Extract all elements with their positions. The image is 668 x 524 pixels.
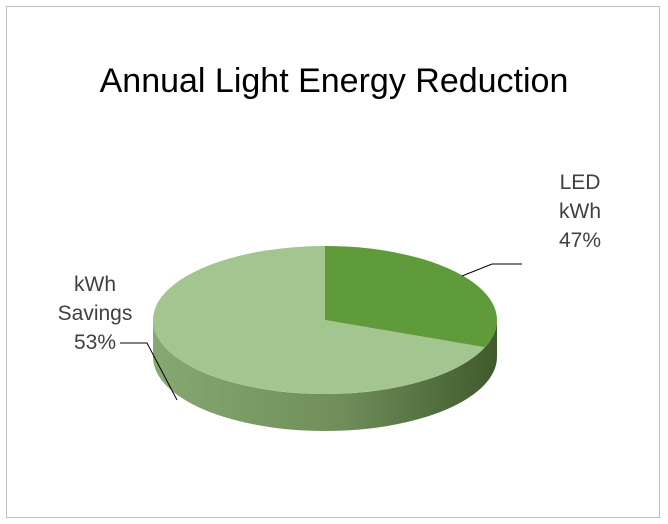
chart-title: Annual Light Energy Reduction xyxy=(99,62,569,100)
data-label-savings: kWh Savings 53% xyxy=(40,270,150,357)
leader-line-led xyxy=(461,263,522,277)
pie-slice-savings xyxy=(152,245,485,395)
data-label-led-percent: 47% xyxy=(558,229,602,252)
pie-slice-led xyxy=(325,246,497,348)
data-label-savings-unit: Savings xyxy=(57,302,133,325)
data-label-led-unit: kWh xyxy=(559,200,601,223)
leader-line-savings xyxy=(120,342,178,401)
data-label-savings-category: kWh xyxy=(74,273,116,296)
data-label-led-category: LED xyxy=(559,171,601,194)
data-label-savings-percent: 53% xyxy=(73,331,117,354)
data-label-led: LED kWh 47% xyxy=(540,168,620,255)
pie-side-wall xyxy=(153,320,497,431)
